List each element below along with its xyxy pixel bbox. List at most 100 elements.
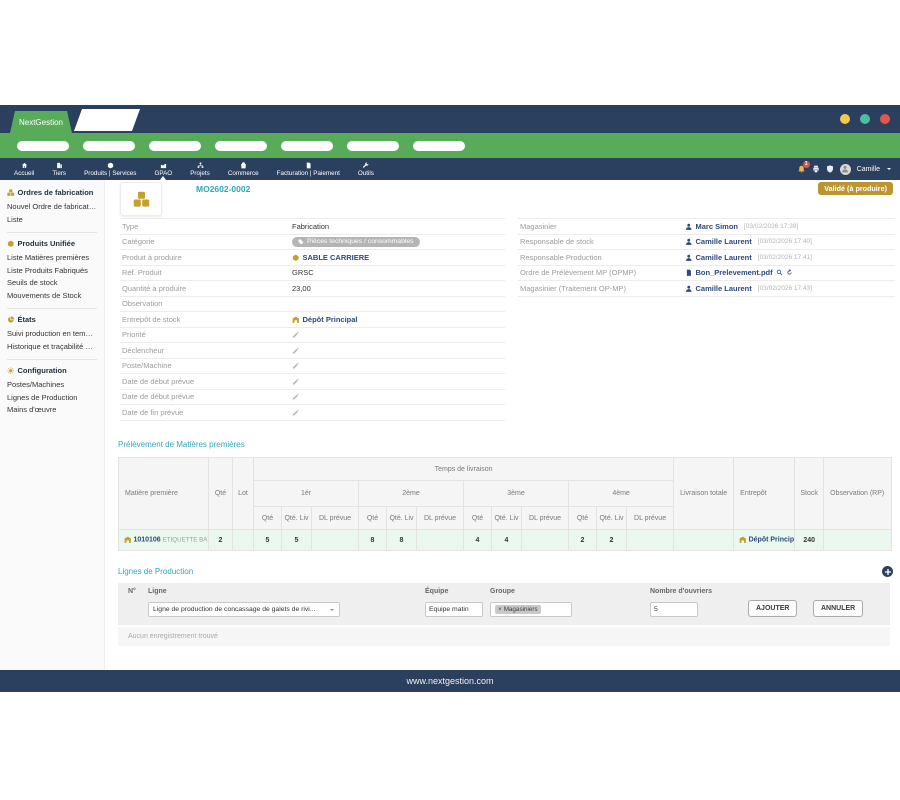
sidebar-item-liste[interactable]: Liste (7, 214, 23, 224)
material-code-link[interactable]: 1010106 (133, 536, 161, 544)
notifications-button[interactable]: 1 (797, 160, 810, 174)
materials-title[interactable]: Prélèvement de Matières premières (118, 440, 245, 449)
ajouter-button[interactable]: AJOUTER (748, 600, 798, 617)
equipe-input[interactable] (425, 602, 483, 617)
production-lines-title[interactable]: Lignes de Production (118, 567, 194, 576)
user-link[interactable]: Camille Laurent (695, 252, 752, 262)
menu-pill[interactable] (215, 140, 267, 151)
menu-pill[interactable] (413, 140, 465, 151)
column-header: Stock (794, 457, 825, 530)
sidebar-section-label: États (17, 315, 36, 324)
sidebar-item-lignes-de-production[interactable]: Lignes de Production (7, 392, 78, 402)
window-controls (840, 114, 890, 124)
detail-label: Déclencheur (122, 345, 165, 355)
blank-tab[interactable] (73, 109, 141, 131)
search-icon[interactable] (776, 269, 783, 276)
file-link[interactable]: Bon_Prelevement.pdf (695, 268, 773, 278)
nav-item-facturation-paiement[interactable]: Facturation | Paiement (277, 158, 340, 180)
sidebar-divider (7, 232, 97, 233)
cell-delivery-liv: 8 (386, 529, 417, 551)
cell-delivery-liv: 2 (596, 529, 627, 551)
sidebar-item-liste-mati-res-premi-res[interactable]: Liste Matières premières (7, 253, 90, 262)
user-link[interactable]: Marc Simon (695, 221, 739, 231)
sidebar-section-title: Configuration (7, 366, 97, 375)
pencil-icon[interactable] (292, 378, 300, 386)
pencil-icon[interactable] (292, 331, 300, 339)
sidebar-item-mouvements-de-stock[interactable]: Mouvements de Stock (7, 290, 82, 300)
nav-item-commerce[interactable]: Commerce (228, 158, 259, 180)
sidebar-item-seuils-de-stock[interactable]: Seuils de stock (7, 278, 58, 287)
brand-tab[interactable]: NextGestion (10, 111, 72, 133)
sidebar-item-postes-machines[interactable]: Postes/Machines (7, 380, 65, 389)
refresh-icon[interactable] (786, 269, 793, 276)
menu-pill[interactable] (347, 140, 399, 151)
sidebar-item-liste-produits-fabriqu-s[interactable]: Liste Produits Fabriqués (7, 265, 88, 275)
nav-item-tiers[interactable]: Tiers (52, 158, 66, 180)
user-icon (685, 285, 693, 293)
user-link[interactable]: Camille Laurent (695, 283, 752, 293)
nav-item-label: Commerce (227, 169, 259, 177)
material-row[interactable]: 1010106 ETIQUETTE BA... 2 5 5 8 8 4 4 2 2 Dépôt P… (118, 529, 893, 551)
main-nav: Accueil Tiers Produits | Services GPAO Proje… (0, 158, 900, 180)
add-line-button[interactable] (882, 566, 893, 577)
avatar[interactable] (839, 163, 851, 175)
entrepot-link[interactable]: Dépôt Principal (748, 536, 795, 544)
nav-item-accueil[interactable]: Accueil (14, 158, 34, 180)
warehouse-icon (124, 536, 132, 544)
nav-item-label: Accueil (14, 169, 35, 177)
col-groupe-label: Groupe (490, 588, 515, 595)
warehouse-link[interactable]: Dépôt Principal (302, 314, 358, 324)
detail-row: Réf. Produit GRSC (120, 266, 505, 281)
nav-item-produits-services[interactable]: Produits | Services (84, 158, 136, 180)
menu-pill[interactable] (281, 140, 333, 151)
print-button[interactable] (812, 165, 820, 173)
detail-label: Réf. Produit (122, 268, 162, 278)
column-header: Qté (358, 506, 387, 530)
nav-item-projets[interactable]: Projets (190, 158, 210, 180)
detail-row: Date de début prévue (120, 374, 505, 390)
nav-item-outils[interactable]: Outils (358, 158, 374, 180)
sidebar-section-label: Produits Unifiée (17, 239, 76, 248)
detail-row: Magasinier Marc Simon [03/02/2026 17:39] (518, 219, 895, 235)
order-id[interactable]: MO2602-0002 (196, 184, 251, 194)
menu-pill[interactable] (149, 140, 201, 151)
sidebar-item-suivi-production-en-temps-r-el[interactable]: Suivi production en temps réel (7, 329, 97, 338)
security-button[interactable] (826, 165, 834, 173)
sidebar-item-mains-d-uvre[interactable]: Mains d'œuvre (7, 405, 57, 414)
detail-row: Magasinier (Traitement OP-MP) Camille Lau… (518, 281, 895, 297)
ligne-select[interactable]: Ligne de production de concassage de gal… (148, 602, 340, 617)
menu-pill[interactable] (17, 140, 69, 151)
materials-table: Matière première Qté Lot Temps de livraison… (118, 457, 893, 551)
user-name[interactable]: Camille (856, 165, 880, 173)
user-link[interactable]: Camille Laurent (695, 237, 752, 247)
remove-chip-icon[interactable]: × (498, 606, 502, 613)
annuler-button[interactable]: ANNULER (813, 600, 864, 617)
groupe-input[interactable]: × Magasiniers (490, 602, 572, 617)
sidebar: Ordres de fabrication Nouvel Ordre de fab… (0, 180, 105, 670)
nav-item-gpao[interactable]: GPAO (154, 158, 172, 180)
detail-value: GRSC (292, 268, 505, 277)
cell-delivery-liv: 4 (491, 529, 522, 551)
detail-label: Produit à produire (122, 252, 182, 262)
menu-pill[interactable] (83, 140, 135, 151)
detail-label: Quantité à produire (122, 283, 187, 293)
detail-value: Fabrication (292, 222, 505, 231)
menu-band (0, 133, 900, 158)
pencil-icon[interactable] (292, 362, 300, 370)
col-ligne-label: Ligne (148, 588, 167, 595)
product-link[interactable]: SABLE CARRIERE (302, 252, 370, 262)
user-menu-caret-icon[interactable] (886, 166, 892, 172)
sidebar-divider (7, 308, 97, 309)
sidebar-item-nouvel-ordre-de-fabrication[interactable]: Nouvel Ordre de fabrication (7, 202, 97, 211)
pencil-icon[interactable] (292, 347, 300, 355)
maximize-light[interactable] (860, 114, 870, 124)
detail-label: Responsable de stock (520, 237, 594, 247)
ouvriers-input[interactable] (650, 602, 698, 617)
pencil-icon[interactable] (292, 409, 300, 417)
user-icon (685, 238, 693, 246)
close-light[interactable] (880, 114, 890, 124)
pencil-icon[interactable] (292, 393, 300, 401)
sidebar-item-historique-et-tra-abilit-production[interactable]: Historique et traçabilité production (7, 341, 97, 351)
timestamp: [03/02/2026 17:39] (744, 222, 799, 230)
minimize-light[interactable] (840, 114, 850, 124)
